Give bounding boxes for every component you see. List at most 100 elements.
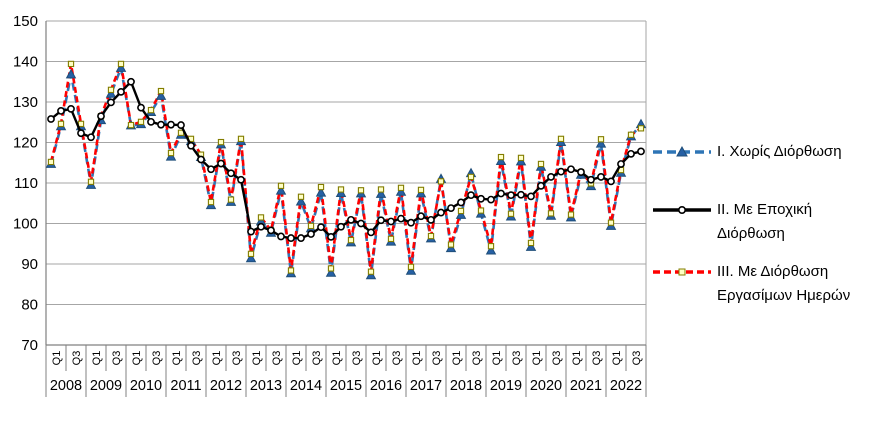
- series-working-day-adjusted-marker: [467, 173, 475, 181]
- x-axis-quarter-label: Q1: [411, 351, 423, 366]
- series-seasonally-adjusted-marker: [537, 181, 545, 190]
- series-seasonally-adjusted-marker: [177, 121, 185, 129]
- x-axis-quarter-label: Q1: [171, 351, 183, 366]
- series-unadjusted-marker: [485, 244, 497, 255]
- series-seasonally-adjusted-marker: [47, 115, 55, 123]
- series-unadjusted-marker: [325, 267, 337, 277]
- series-seasonally-adjusted-marker: [457, 198, 465, 207]
- series-unadjusted-marker: [275, 185, 287, 195]
- series-working-day-adjusted-marker: [327, 265, 335, 272]
- series-seasonally-adjusted-marker: [97, 112, 105, 121]
- y-axis-tick-label: 80: [21, 297, 38, 314]
- series-working-day-adjusted-marker: [137, 118, 145, 125]
- series-unadjusted-marker: [395, 186, 407, 196]
- series-working-day-adjusted-marker: [447, 241, 455, 248]
- series-unadjusted-marker: [375, 188, 387, 198]
- series-working-day-adjusted-marker: [487, 243, 495, 250]
- series-seasonally-adjusted-marker: [157, 120, 165, 129]
- legend-label-1: I. Χωρίς Διόρθωση: [717, 143, 842, 160]
- x-axis-year-label: 2015: [330, 378, 362, 394]
- series-working-day-adjusted-marker: [367, 268, 375, 275]
- y-axis-tick-label: 140: [13, 54, 38, 71]
- series-unadjusted-marker: [105, 88, 117, 98]
- x-axis-quarter-label: Q1: [131, 351, 143, 366]
- series-working-day-adjusted-marker: [347, 236, 355, 244]
- series-working-day-adjusted-marker: [477, 207, 485, 214]
- x-axis-quarter-label: Q1: [251, 351, 263, 366]
- series-seasonally-adjusted-marker: [577, 168, 585, 176]
- series-seasonally-adjusted-marker: [377, 216, 385, 225]
- legend-entry-2: II. Με Εποχική Διόρθωση: [652, 198, 812, 246]
- series-unadjusted-marker: [455, 209, 467, 219]
- series-seasonally-adjusted-marker: [297, 234, 305, 242]
- series-seasonally-adjusted-marker: [367, 228, 375, 237]
- y-axis-tick-label: 120: [13, 135, 38, 152]
- series-working-day-adjusted-marker: [257, 214, 265, 221]
- series-seasonally-adjusted-marker: [107, 98, 115, 107]
- x-axis-quarter-label: Q3: [591, 351, 603, 366]
- y-axis-tick-label: 130: [13, 94, 38, 111]
- y-axis-tick-label: 90: [21, 256, 38, 273]
- series-working-day-adjusted-marker: [437, 178, 445, 185]
- series-working-day-adjusted-marker: [627, 131, 635, 138]
- x-axis-quarter-label: Q1: [91, 351, 103, 366]
- x-axis-quarter-label: Q1: [331, 351, 343, 366]
- series-unadjusted-marker: [155, 90, 167, 100]
- series-working-day-adjusted-marker: [57, 120, 65, 128]
- x-axis-quarter-label: Q1: [491, 351, 503, 366]
- series-working-day-adjusted-marker: [107, 86, 115, 93]
- x-axis-year-label: 2012: [210, 378, 242, 394]
- x-axis-year-label: 2021: [570, 378, 602, 394]
- series-unadjusted-marker: [405, 265, 417, 275]
- series-working-day-adjusted-marker: [317, 183, 325, 191]
- legend-entry-1: I. Χωρίς Διόρθωση: [652, 140, 842, 164]
- series-seasonally-adjusted-marker: [637, 147, 645, 156]
- series-seasonally-adjusted-marker: [87, 133, 95, 142]
- series-working-day-adjusted-marker: [117, 60, 125, 68]
- series-seasonally-adjusted-marker: [447, 204, 455, 213]
- legend-sample-line-2: [653, 206, 711, 215]
- series-seasonally-adjusted-marker: [437, 208, 445, 217]
- series-seasonally-adjusted-marker: [317, 223, 325, 232]
- series-seasonally-adjusted-marker: [217, 159, 225, 168]
- series-seasonally-adjusted-marker: [417, 212, 425, 221]
- series-unadjusted-marker: [525, 241, 537, 251]
- series-seasonally-adjusted-marker: [207, 165, 215, 174]
- series-working-day-adjusted-marker: [167, 149, 175, 157]
- x-axis-quarter-label: Q3: [391, 351, 403, 366]
- series-seasonally-adjusted-marker: [597, 173, 605, 181]
- series-working-day-adjusted-marker: [637, 125, 645, 132]
- series-seasonally-adjusted-marker: [507, 191, 515, 200]
- series-seasonally-adjusted-marker: [397, 214, 405, 223]
- series-working-day-adjusted-marker: [237, 135, 245, 143]
- series-unadjusted-marker: [495, 155, 507, 166]
- series-seasonally-adjusted-marker: [287, 234, 295, 242]
- x-axis-year-label: 2013: [250, 378, 282, 394]
- series-seasonally-adjusted-marker: [427, 215, 435, 224]
- series-working-day-adjusted-marker: [287, 267, 295, 274]
- series-unadjusted-line: [49, 66, 643, 277]
- series-working-day-adjusted-marker: [407, 263, 415, 270]
- series-seasonally-adjusted-marker: [117, 87, 125, 96]
- x-axis-quarter-label: Q3: [351, 351, 363, 366]
- series-seasonally-adjusted-marker: [487, 195, 495, 204]
- series-seasonally-adjusted-marker: [267, 226, 275, 235]
- series-working-day-adjusted-marker: [227, 196, 235, 203]
- x-axis-quarter-label: Q1: [571, 351, 583, 366]
- x-axis-quarter-label: Q1: [371, 351, 383, 366]
- x-axis-year-label: 2020: [530, 378, 562, 394]
- series-unadjusted-marker: [245, 252, 257, 263]
- series-working-day-adjusted-marker: [87, 178, 95, 185]
- x-axis-quarter-label: Q3: [151, 351, 163, 366]
- x-axis-quarter-label: Q3: [231, 351, 243, 366]
- x-axis-quarter-label: Q1: [211, 351, 223, 366]
- series-working-day-adjusted-marker: [597, 136, 605, 143]
- series-seasonally-adjusted-marker: [387, 217, 395, 226]
- x-axis-year-label: 2010: [130, 378, 162, 394]
- series-seasonally-adjusted-marker: [197, 155, 205, 164]
- series-seasonally-adjusted-marker: [617, 160, 625, 168]
- series-seasonally-adjusted-marker: [407, 218, 415, 227]
- legend-sample-line-3: [653, 268, 711, 276]
- series-seasonally-adjusted-marker: [557, 167, 565, 176]
- x-axis-quarter-label: Q3: [311, 351, 323, 366]
